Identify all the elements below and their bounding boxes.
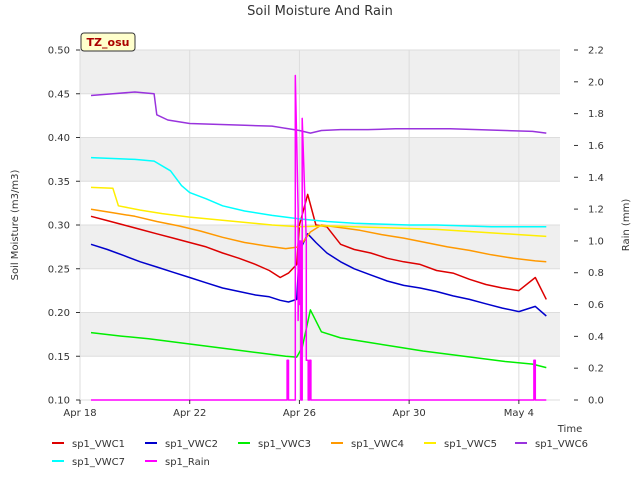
series-line-sp1_VWC1 [90,193,547,300]
y-left-tick-label: 0.10 [48,396,70,407]
x-axis-label: Time [557,424,582,435]
series-line-sp1_VWC5 [90,186,547,238]
y-right-tick-label: 1.4 [588,173,604,184]
x-tick-label: Apr 18 [63,408,96,419]
y-left-tick-label: 0.45 [48,89,70,100]
y-left-tick-label: 0.30 [48,221,70,232]
chart-title: Soil Moisture And Rain [247,4,393,19]
y-right-tick-label: 1.6 [588,141,604,152]
y-axis-left-label: Soil Moisture (m3/m3) [10,170,21,281]
y-left-tick-label: 0.50 [48,46,70,57]
series-line-sp1_VWC4 [90,208,547,263]
legend-label-sp1_VWC5: sp1_VWC5 [444,439,497,450]
site-badge: TZ_osu [80,32,136,52]
series-line-sp1_VWC2 [90,233,547,317]
y-right-tick-label: 0.4 [588,332,604,343]
legend: sp1_VWC1 sp1_VWC2 sp1_VWC3 sp1_VWC4 sp1_VWC5… [52,439,588,468]
y-left-tick-label: 0.25 [48,264,70,275]
legend-label-sp1_Rain: sp1_Rain [165,457,210,468]
series-line-sp1_VWC3 [90,309,547,369]
y-right-tick-label: 2.2 [588,46,604,57]
y-right-tick-label: 0.2 [588,364,604,375]
y-right-tick-label: 1.0 [588,236,604,247]
legend-label-sp1_VWC3: sp1_VWC3 [258,439,311,450]
legend-label-sp1_VWC4: sp1_VWC4 [351,439,404,450]
y-right-tick-label: 0.6 [588,300,604,311]
y-right-tick-label: 1.8 [588,109,604,120]
x-tick-label: May 4 [504,408,534,419]
series-line-sp1_VWC7 [90,156,547,228]
x-tick-label: Apr 22 [173,408,206,419]
legend-label-sp1_VWC2: sp1_VWC2 [165,439,218,450]
y-left-tick-label: 0.35 [48,177,70,188]
x-tick-label: Apr 26 [283,408,316,419]
x-tick-label: Apr 30 [393,408,426,419]
series-line-sp1_Rain [91,74,547,401]
y-right-tick-label: 0.8 [588,268,604,279]
y-right-tick-label: 0.0 [588,396,604,407]
plot-band [80,312,560,357]
y-left-tick-label: 0.15 [48,352,70,363]
y-left-tick-label: 0.40 [48,133,70,144]
plot-band [80,50,560,94]
legend-label-sp1_VWC1: sp1_VWC1 [72,439,125,450]
legend-label-sp1_VWC7: sp1_VWC7 [72,457,125,468]
y-axis-right-label: Rain (mm) [621,199,632,252]
site-badge-label: TZ_osu [87,36,130,49]
series-lines [90,74,547,401]
y-left-tick-label: 0.20 [48,308,70,319]
axes: 0.10 0.15 0.20 0.25 0.30 0.35 0.40 0.45 0.50 0.0 0… [48,46,604,420]
site-badge-box [80,32,136,52]
series-line-sp1_VWC6 [90,91,547,134]
plot-band [80,137,560,182]
y-right-tick-label: 2.0 [588,77,604,88]
legend-label-sp1_VWC6: sp1_VWC6 [535,439,588,450]
y-right-tick-label: 1.2 [588,205,604,216]
